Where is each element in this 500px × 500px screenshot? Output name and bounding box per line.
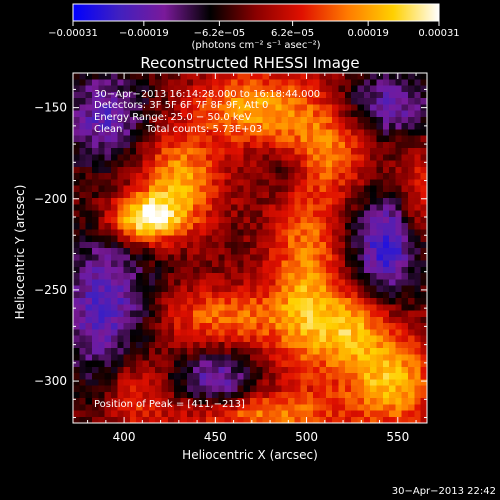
y-tick-label: −200 bbox=[34, 192, 67, 206]
peak-annotation: Position of Peak = [411,−213] bbox=[94, 399, 245, 410]
plot-timestamp: 30−Apr−2013 22:42 bbox=[392, 486, 496, 497]
y-axis-ticks: −150 −200 −250 −300 bbox=[34, 88, 427, 419]
y-tick-label: −250 bbox=[34, 283, 67, 297]
x-tick-label: 450 bbox=[204, 430, 227, 444]
x-axis-ticks: 400 450 500 550 bbox=[87, 73, 417, 444]
x-tick-label: 500 bbox=[295, 430, 318, 444]
colorbar-tick-label: 0.00019 bbox=[347, 28, 388, 39]
y-axis-label: Heliocentric Y (arcsec) bbox=[13, 185, 27, 320]
colorbar-tick-labels: −0.00031 −0.00019 −6.2e−05 6.2e−05 0.00019 0.… bbox=[48, 28, 460, 39]
colorbar-tick-label: −6.2e−05 bbox=[194, 28, 246, 39]
colorbar-units: (photons cm⁻² s⁻¹ asec⁻²) bbox=[191, 40, 320, 51]
heatmap-image bbox=[73, 73, 427, 423]
x-tick-label: 550 bbox=[386, 430, 409, 444]
y-tick-label: −300 bbox=[34, 374, 67, 388]
colorbar-tick-label: 0.00031 bbox=[418, 28, 459, 39]
detectors-annotation: Detectors: 3F 5F 6F 7F 8F 9F, Att 0 bbox=[94, 100, 268, 111]
chart-title: Reconstructed RHESSI Image bbox=[140, 54, 359, 72]
x-axis-label: Heliocentric X (arcsec) bbox=[182, 448, 318, 462]
method-annotation: Clean bbox=[94, 124, 122, 135]
x-tick-label: 400 bbox=[113, 430, 136, 444]
colorbar-tick-label: 6.2e−05 bbox=[271, 28, 314, 39]
energy-annotation: Energy Range: 25.0 − 50.0 keV bbox=[94, 112, 251, 123]
time-range-annotation: 30−Apr−2013 16:14:28.000 to 16:18:44.000 bbox=[94, 89, 320, 100]
colorbar-tick-label: −0.00019 bbox=[119, 28, 169, 39]
colorbar bbox=[72, 3, 440, 22]
plot-frame bbox=[72, 72, 428, 424]
colorbar-tick-label: −0.00031 bbox=[48, 28, 98, 39]
total-counts-annotation: Total counts: 5.73E+03 bbox=[145, 124, 262, 135]
y-tick-label: −150 bbox=[34, 101, 67, 115]
colorbar-ticks bbox=[72, 21, 440, 26]
